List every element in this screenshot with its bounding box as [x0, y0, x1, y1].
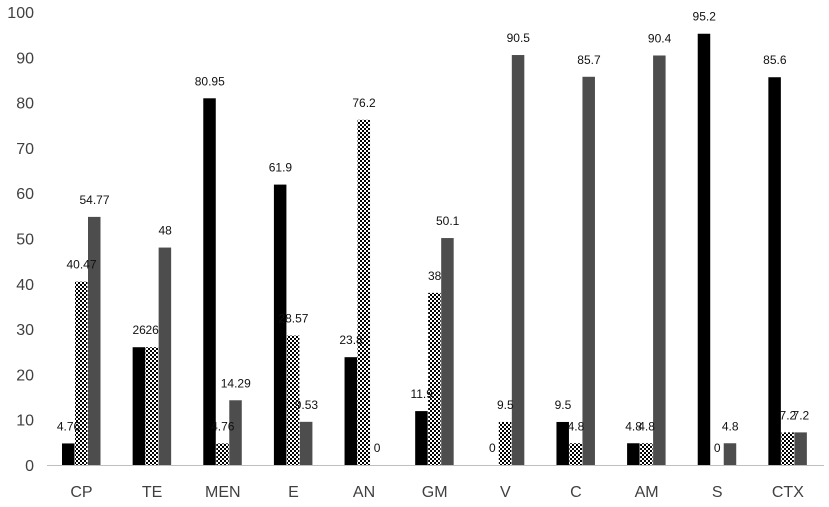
data-label: 4.8 — [722, 419, 739, 433]
bar-e-series-1 — [273, 184, 287, 465]
bar-men-series-3 — [229, 400, 242, 465]
bar-s-series-3 — [723, 443, 737, 465]
data-label: 0 — [714, 441, 721, 455]
data-label: 11.9 — [410, 387, 433, 401]
y-tick-label: 70 — [16, 141, 34, 158]
y-tick-label: 20 — [16, 367, 34, 384]
bar-an-series-1 — [344, 357, 358, 465]
data-label: 23.8 — [339, 333, 363, 347]
x-tick-label-s: S — [712, 484, 723, 501]
bar-te-series-3 — [158, 247, 172, 465]
data-label: 4.76 — [211, 419, 235, 433]
y-tick-label: 80 — [16, 96, 34, 113]
data-label: 50.1 — [436, 214, 460, 228]
data-label: 14.29 — [221, 376, 251, 390]
data-label: 85.7 — [577, 53, 601, 67]
bar-e-series-3 — [299, 421, 313, 465]
bar-c-series-3 — [582, 76, 595, 466]
data-label: 54.77 — [79, 193, 109, 207]
data-label: 7.2 — [780, 408, 797, 422]
bar-ctx-series-3 — [794, 432, 807, 465]
data-label: 48 — [158, 224, 172, 238]
x-tick-label-c: C — [570, 484, 582, 501]
y-tick-label: 60 — [16, 186, 34, 203]
y-tick-label: 90 — [16, 50, 34, 67]
data-label: 9.5 — [555, 398, 572, 412]
data-label: 38 — [428, 269, 442, 283]
data-label: 76.2 — [352, 96, 376, 110]
x-tick-label-ctx: CTX — [772, 484, 804, 501]
x-tick-label-te: TE — [142, 484, 162, 501]
bar-gm-series-1 — [415, 411, 428, 465]
x-tick-label-e: E — [288, 484, 299, 501]
x-tick-label-am: AM — [635, 484, 659, 501]
data-label: 26 — [145, 323, 159, 337]
bar-cp-series-3 — [88, 216, 101, 465]
y-tick-label: 50 — [16, 232, 34, 249]
bar-c-series-2 — [569, 443, 582, 465]
bar-men-series-1 — [203, 98, 216, 465]
bar-te-series-1 — [132, 347, 146, 465]
y-tick-label: 40 — [16, 277, 34, 294]
x-tick-label-cp: CP — [70, 484, 92, 501]
bar-am-series-2 — [640, 443, 653, 465]
bar-ctx-series-1 — [768, 77, 781, 466]
data-label: 95.2 — [693, 10, 717, 24]
data-label: 7.2 — [793, 408, 810, 422]
data-label: 0 — [374, 441, 381, 455]
bar-am-series-3 — [653, 55, 666, 465]
data-label: 0 — [489, 441, 496, 455]
x-tick-label-an: AN — [353, 484, 375, 501]
y-tick-label: 0 — [25, 458, 34, 475]
y-tick-label: 100 — [7, 5, 34, 22]
data-label: 28.57 — [278, 312, 308, 326]
data-label: 85.6 — [763, 53, 787, 67]
bar-te-series-2 — [145, 347, 159, 465]
data-label: 9.5 — [497, 398, 514, 412]
y-tick-label: 30 — [16, 322, 34, 339]
bar-cp-series-2 — [75, 281, 88, 465]
bar-an-series-2 — [357, 119, 371, 466]
bar-v-series-3 — [511, 55, 525, 465]
bar-s-series-1 — [697, 33, 711, 466]
data-label: 4.76 — [57, 419, 81, 433]
bar-men-series-2 — [216, 443, 229, 465]
x-axis: CP TE MEN E AN GM V C AM S CTX — [47, 465, 824, 501]
data-label: 61.9 — [269, 161, 293, 175]
y-axis: 0 10 20 30 40 50 60 70 80 90 100 — [7, 5, 34, 475]
bar-gm-series-2 — [428, 292, 441, 465]
bar-v-series-2 — [498, 421, 512, 465]
bar-am-series-1 — [627, 443, 640, 465]
data-label: 9.53 — [295, 398, 319, 412]
bar-e-series-2 — [286, 335, 300, 465]
y-tick-label: 10 — [16, 413, 34, 430]
bar-ctx-series-2 — [781, 432, 794, 465]
x-tick-label-v: V — [500, 484, 511, 501]
data-label: 90.4 — [648, 31, 672, 45]
bar-gm-series-3 — [441, 238, 454, 465]
data-label: 90.5 — [507, 31, 531, 45]
x-tick-label-gm: GM — [422, 484, 448, 501]
data-label: 40.47 — [66, 258, 96, 272]
data-label: 4.8 — [568, 419, 585, 433]
bars — [62, 33, 807, 466]
data-label: 4.8 — [625, 419, 642, 433]
data-labels: 4.76 40.47 54.77 26 26 48 80.95 4.76 14.29 61.9 28… — [57, 10, 810, 455]
data-label: 80.95 — [195, 74, 225, 88]
bar-c-series-1 — [556, 421, 569, 465]
data-label: 4.8 — [638, 419, 655, 433]
x-tick-label-men: MEN — [205, 484, 241, 501]
data-label: 26 — [132, 323, 146, 337]
bar-cp-series-1 — [62, 443, 75, 465]
